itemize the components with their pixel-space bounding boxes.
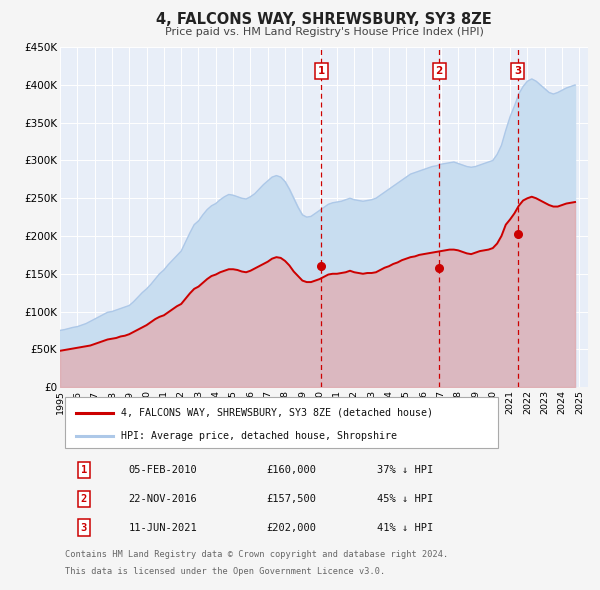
Text: £157,500: £157,500 bbox=[266, 494, 316, 504]
Text: Contains HM Land Registry data © Crown copyright and database right 2024.: Contains HM Land Registry data © Crown c… bbox=[65, 550, 449, 559]
Text: This data is licensed under the Open Government Licence v3.0.: This data is licensed under the Open Gov… bbox=[65, 568, 386, 576]
Text: 4, FALCONS WAY, SHREWSBURY, SY3 8ZE: 4, FALCONS WAY, SHREWSBURY, SY3 8ZE bbox=[156, 12, 492, 27]
Text: 3: 3 bbox=[80, 523, 87, 533]
Text: HPI: Average price, detached house, Shropshire: HPI: Average price, detached house, Shro… bbox=[121, 431, 397, 441]
Text: 45% ↓ HPI: 45% ↓ HPI bbox=[377, 494, 433, 504]
Text: 2: 2 bbox=[436, 66, 443, 76]
Text: 11-JUN-2021: 11-JUN-2021 bbox=[128, 523, 197, 533]
Text: 05-FEB-2010: 05-FEB-2010 bbox=[128, 465, 197, 475]
Text: 41% ↓ HPI: 41% ↓ HPI bbox=[377, 523, 433, 533]
Text: 3: 3 bbox=[514, 66, 521, 76]
Text: 1: 1 bbox=[318, 66, 325, 76]
Text: 22-NOV-2016: 22-NOV-2016 bbox=[128, 494, 197, 504]
Text: 2: 2 bbox=[80, 494, 87, 504]
Text: 1: 1 bbox=[80, 465, 87, 475]
Text: 4, FALCONS WAY, SHREWSBURY, SY3 8ZE (detached house): 4, FALCONS WAY, SHREWSBURY, SY3 8ZE (det… bbox=[121, 408, 433, 418]
Text: £160,000: £160,000 bbox=[266, 465, 316, 475]
FancyBboxPatch shape bbox=[65, 396, 498, 448]
Text: 37% ↓ HPI: 37% ↓ HPI bbox=[377, 465, 433, 475]
Text: Price paid vs. HM Land Registry's House Price Index (HPI): Price paid vs. HM Land Registry's House … bbox=[164, 27, 484, 37]
Text: £202,000: £202,000 bbox=[266, 523, 316, 533]
